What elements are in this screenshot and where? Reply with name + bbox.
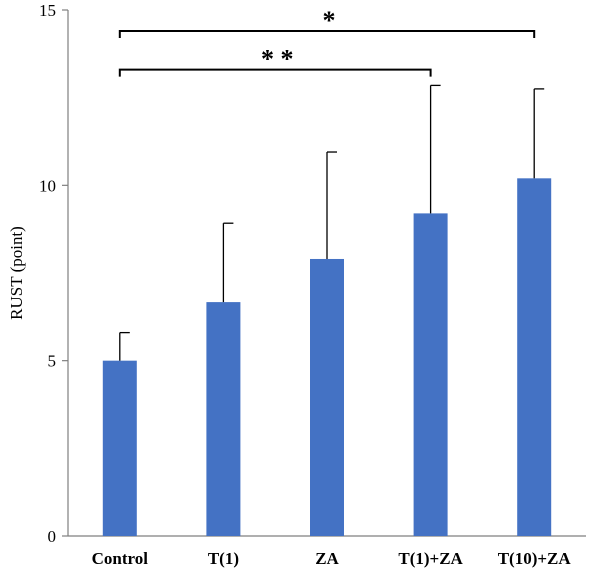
error-bars [119, 84, 545, 361]
bar [102, 360, 137, 536]
y-ticks: 0 5 10 15 [39, 1, 68, 546]
category-label: Control [92, 549, 149, 568]
significance-brackets: * * * [118, 6, 536, 77]
category-label: T(1) [208, 549, 239, 568]
category-label: T(10)+ZA [498, 549, 572, 568]
y-tick-label: 5 [48, 352, 57, 371]
bars [102, 178, 552, 537]
bar [310, 258, 344, 536]
y-tick-label: 10 [39, 176, 56, 195]
category-label: ZA [315, 549, 339, 568]
bar [517, 178, 552, 536]
category-labels: Control T(1) ZA T(1)+ZA T(10)+ZA [92, 549, 572, 568]
bar [206, 302, 241, 536]
significance-bracket [118, 68, 432, 77]
y-tick-label: 0 [48, 527, 57, 546]
significance-label: * * [261, 45, 294, 74]
category-label: T(1)+ZA [398, 549, 463, 568]
significance-bracket [118, 30, 536, 39]
significance-label: * [323, 6, 336, 35]
y-tick-label: 15 [39, 1, 56, 20]
bar [413, 213, 448, 537]
y-axis-title: RUST (point) [7, 226, 26, 320]
